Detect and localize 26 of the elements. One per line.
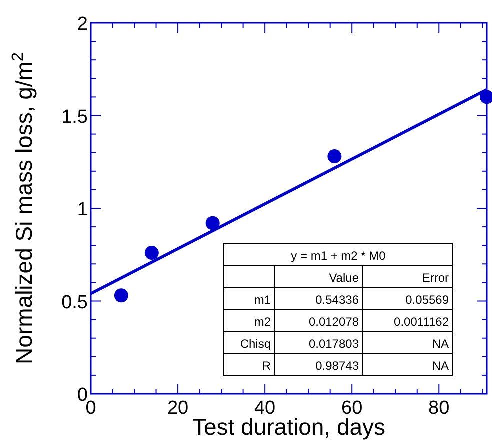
annotation: NA: [432, 337, 449, 351]
x-tick-label: 20: [167, 398, 189, 419]
annotation: 0.017803: [308, 337, 360, 351]
annotation: NA: [432, 359, 449, 373]
y-tick-label: 1.5: [62, 106, 88, 128]
annotation: Chisq: [240, 337, 271, 351]
annotation: Value: [329, 271, 360, 285]
annotation: 0.0011162: [394, 315, 450, 329]
y-tick-label: 0: [77, 385, 88, 406]
x-tick-label: 80: [428, 398, 450, 419]
y-tick-label: 2: [77, 14, 88, 35]
point: [206, 216, 220, 230]
annotation: 0.54336: [316, 293, 360, 307]
annotation: Error: [422, 271, 449, 285]
point: [114, 288, 128, 303]
annotation: m1: [254, 293, 272, 307]
y-tick-label: 0.5: [62, 292, 88, 314]
annotation: 0.05569: [406, 293, 450, 307]
point: [144, 246, 159, 260]
annotation: y = m1 + m2 * M0: [291, 249, 386, 263]
annotation: R: [262, 359, 272, 373]
point: [328, 150, 342, 164]
annotation: 0.98743: [316, 359, 360, 373]
y-tick-label: 1: [77, 200, 88, 220]
annotation: 0.012078: [308, 315, 360, 329]
annotation: m2: [254, 315, 272, 329]
